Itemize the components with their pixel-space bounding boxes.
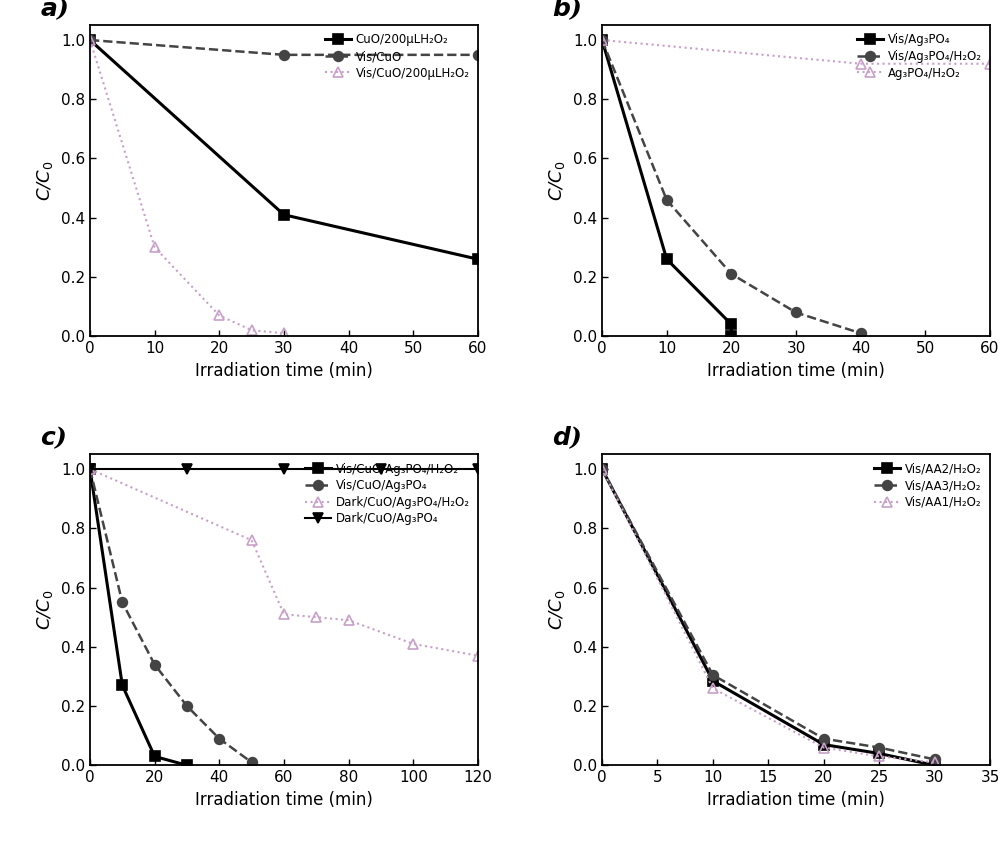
Dark/CuO/Ag₃PO₄ bbox=[181, 464, 193, 474]
Y-axis label: C/C$_0$: C/C$_0$ bbox=[35, 590, 55, 630]
Vis/CuO/200μLH₂O₂ bbox=[84, 35, 96, 45]
Line: Vis/AA1/H₂O₂: Vis/AA1/H₂O₂ bbox=[597, 464, 939, 767]
Dark/CuO/Ag₃PO₄/H₂O₂ bbox=[472, 651, 484, 661]
Dark/CuO/Ag₃PO₄/H₂O₂ bbox=[407, 639, 419, 649]
Vis/CuO/Ag₃PO₄ bbox=[84, 464, 96, 474]
Vis/CuO bbox=[472, 50, 484, 60]
Vis/CuO/Ag₃PO₄ bbox=[116, 597, 128, 607]
Vis/Ag₃PO₄ bbox=[596, 35, 608, 45]
Vis/CuO/Ag₃PO₄/H₂O₂ bbox=[116, 680, 128, 690]
Vis/Ag₃PO₄/H₂O₂ bbox=[790, 308, 802, 318]
Vis/AA2/H₂O₂ bbox=[873, 748, 885, 759]
Vis/AA3/H₂O₂ bbox=[707, 670, 719, 680]
Vis/CuO/Ag₃PO₄/H₂O₂ bbox=[84, 464, 96, 474]
Line: Vis/CuO/Ag₃PO₄: Vis/CuO/Ag₃PO₄ bbox=[85, 464, 256, 767]
Dark/CuO/Ag₃PO₄/H₂O₂ bbox=[246, 535, 258, 545]
Vis/AA3/H₂O₂ bbox=[873, 743, 885, 753]
Vis/CuO/200μLH₂O₂ bbox=[149, 242, 161, 252]
Line: Vis/CuO: Vis/CuO bbox=[85, 35, 483, 60]
Vis/AA3/H₂O₂ bbox=[929, 754, 941, 764]
Legend: Vis/Ag₃PO₄, Vis/Ag₃PO₄/H₂O₂, Ag₃PO₄/H₂O₂: Vis/Ag₃PO₄, Vis/Ag₃PO₄/H₂O₂, Ag₃PO₄/H₂O₂ bbox=[855, 31, 984, 82]
Vis/CuO/200μLH₂O₂ bbox=[278, 328, 290, 338]
Dark/CuO/Ag₃PO₄ bbox=[84, 464, 96, 474]
Line: Dark/CuO/Ag₃PO₄/H₂O₂: Dark/CuO/Ag₃PO₄/H₂O₂ bbox=[85, 464, 483, 660]
Dark/CuO/Ag₃PO₄ bbox=[472, 464, 484, 474]
Vis/AA2/H₂O₂ bbox=[707, 676, 719, 686]
CuO/200μLH₂O₂ bbox=[278, 209, 290, 220]
Vis/CuO/Ag₃PO₄ bbox=[149, 659, 161, 669]
Vis/CuO bbox=[278, 50, 290, 60]
Vis/Ag₃PO₄/H₂O₂ bbox=[725, 269, 737, 279]
X-axis label: Irradiation time (min): Irradiation time (min) bbox=[195, 791, 373, 809]
Vis/CuO/200μLH₂O₂ bbox=[213, 310, 225, 320]
Vis/AA2/H₂O₂ bbox=[929, 760, 941, 770]
Line: Ag₃PO₄/H₂O₂: Ag₃PO₄/H₂O₂ bbox=[597, 35, 995, 69]
Line: Vis/CuO/200μLH₂O₂: Vis/CuO/200μLH₂O₂ bbox=[85, 35, 289, 338]
Ag₃PO₄/H₂O₂ bbox=[984, 59, 996, 69]
Dark/CuO/Ag₃PO₄/H₂O₂ bbox=[343, 615, 355, 625]
Vis/CuO/200μLH₂O₂ bbox=[246, 325, 258, 336]
Vis/AA1/H₂O₂ bbox=[929, 757, 941, 767]
Text: $\bfit{a}$): $\bfit{a}$) bbox=[40, 0, 69, 22]
Vis/CuO/Ag₃PO₄ bbox=[213, 733, 225, 743]
Vis/Ag₃PO₄/H₂O₂ bbox=[596, 35, 608, 45]
Vis/Ag₃PO₄ bbox=[661, 254, 673, 264]
CuO/200μLH₂O₂ bbox=[472, 254, 484, 264]
Vis/CuO/Ag₃PO₄ bbox=[246, 757, 258, 767]
X-axis label: Irradiation time (min): Irradiation time (min) bbox=[195, 362, 373, 379]
Text: $\bfit{c}$): $\bfit{c}$) bbox=[40, 425, 67, 452]
Vis/AA3/H₂O₂ bbox=[596, 464, 608, 474]
Line: Vis/Ag₃PO₄: Vis/Ag₃PO₄ bbox=[597, 35, 736, 341]
Line: CuO/200μLH₂O₂: CuO/200μLH₂O₂ bbox=[85, 35, 483, 264]
Dark/CuO/Ag₃PO₄ bbox=[278, 464, 290, 474]
Vis/CuO/Ag₃PO₄/H₂O₂ bbox=[149, 751, 161, 761]
Vis/Ag₃PO₄ bbox=[725, 331, 737, 341]
Y-axis label: C/C$_0$: C/C$_0$ bbox=[547, 161, 567, 201]
Vis/AA1/H₂O₂ bbox=[596, 464, 608, 474]
Dark/CuO/Ag₃PO₄/H₂O₂ bbox=[278, 609, 290, 619]
Text: $\bfit{d}$): $\bfit{d}$) bbox=[552, 425, 582, 452]
Dark/CuO/Ag₃PO₄/H₂O₂ bbox=[84, 464, 96, 474]
Y-axis label: C/C$_0$: C/C$_0$ bbox=[35, 161, 55, 201]
Vis/AA1/H₂O₂ bbox=[873, 751, 885, 761]
Line: Vis/AA2/H₂O₂: Vis/AA2/H₂O₂ bbox=[597, 464, 939, 770]
Line: Dark/CuO/Ag₃PO₄: Dark/CuO/Ag₃PO₄ bbox=[85, 464, 483, 474]
CuO/200μLH₂O₂ bbox=[84, 35, 96, 45]
Vis/AA2/H₂O₂ bbox=[818, 739, 830, 749]
Vis/AA1/H₂O₂ bbox=[707, 683, 719, 693]
X-axis label: Irradiation time (min): Irradiation time (min) bbox=[707, 791, 885, 809]
Ag₃PO₄/H₂O₂ bbox=[596, 35, 608, 45]
Legend: CuO/200μLH₂O₂, Vis/CuO, Vis/CuO/200μLH₂O₂: CuO/200μLH₂O₂, Vis/CuO, Vis/CuO/200μLH₂O… bbox=[323, 31, 472, 82]
Vis/AA1/H₂O₂ bbox=[818, 743, 830, 753]
Vis/CuO bbox=[84, 35, 96, 45]
Legend: Vis/AA2/H₂O₂, Vis/AA3/H₂O₂, Vis/AA1/H₂O₂: Vis/AA2/H₂O₂, Vis/AA3/H₂O₂, Vis/AA1/H₂O₂ bbox=[872, 460, 984, 511]
Line: Vis/Ag₃PO₄/H₂O₂: Vis/Ag₃PO₄/H₂O₂ bbox=[597, 35, 866, 338]
Vis/Ag₃PO₄ bbox=[725, 320, 737, 330]
Vis/AA3/H₂O₂ bbox=[818, 733, 830, 743]
Text: $\bfit{b}$): $\bfit{b}$) bbox=[552, 0, 582, 22]
Vis/Ag₃PO₄/H₂O₂ bbox=[661, 195, 673, 205]
X-axis label: Irradiation time (min): Irradiation time (min) bbox=[707, 362, 885, 379]
Vis/CuO/Ag₃PO₄ bbox=[181, 701, 193, 711]
Dark/CuO/Ag₃PO₄/H₂O₂ bbox=[310, 612, 322, 622]
Legend: Vis/CuO/Ag₃PO₄/H₂O₂, Vis/CuO/Ag₃PO₄, Dark/CuO/Ag₃PO₄/H₂O₂, Dark/CuO/Ag₃PO₄: Vis/CuO/Ag₃PO₄/H₂O₂, Vis/CuO/Ag₃PO₄, Dar… bbox=[303, 460, 472, 527]
Dark/CuO/Ag₃PO₄ bbox=[375, 464, 387, 474]
Line: Vis/CuO/Ag₃PO₄/H₂O₂: Vis/CuO/Ag₃PO₄/H₂O₂ bbox=[85, 464, 192, 770]
Vis/Ag₃PO₄/H₂O₂ bbox=[855, 328, 867, 338]
Vis/AA2/H₂O₂ bbox=[596, 464, 608, 474]
Y-axis label: C/C$_0$: C/C$_0$ bbox=[547, 590, 567, 630]
Ag₃PO₄/H₂O₂ bbox=[855, 59, 867, 69]
Vis/CuO/Ag₃PO₄/H₂O₂ bbox=[181, 760, 193, 770]
Line: Vis/AA3/H₂O₂: Vis/AA3/H₂O₂ bbox=[597, 464, 939, 764]
